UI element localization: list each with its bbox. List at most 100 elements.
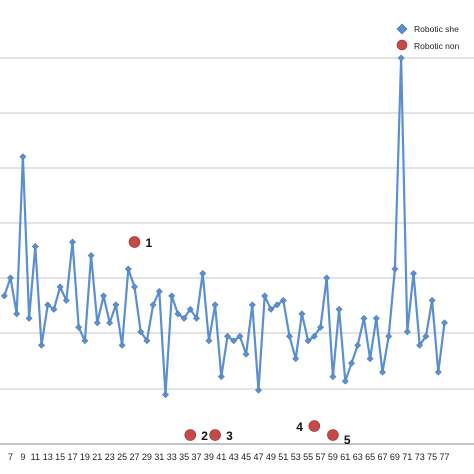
x-tick-label: 69 — [390, 452, 400, 462]
x-tick-label: 67 — [377, 452, 387, 462]
data-point-diamond — [62, 296, 70, 304]
x-tick-label: 49 — [266, 452, 276, 462]
x-tick-label: 45 — [241, 452, 251, 462]
data-point-diamond — [137, 328, 145, 336]
data-point-diamond — [316, 323, 325, 331]
x-tick-label: 39 — [204, 452, 214, 462]
gridlines — [0, 57, 474, 390]
data-point-diamond — [341, 377, 349, 385]
data-point-diamond — [304, 337, 312, 345]
data-point-diamond — [99, 292, 108, 300]
x-tick-label: 75 — [427, 452, 437, 462]
series-robotic-she — [0, 54, 449, 399]
x-tick-label: 51 — [278, 452, 288, 462]
data-point-diamond — [19, 153, 27, 161]
data-point-diamond — [397, 54, 405, 62]
x-tick-label: 25 — [117, 452, 127, 462]
data-point-diamond — [13, 310, 21, 318]
data-point-diamond — [310, 332, 318, 340]
data-point-diamond — [186, 305, 194, 313]
data-point-diamond — [149, 301, 157, 309]
x-tick-label: 21 — [92, 452, 102, 462]
x-tick-label: 41 — [216, 452, 226, 462]
data-point-diamond — [267, 305, 275, 313]
data-point-diamond — [223, 332, 232, 340]
x-tick-label: 73 — [415, 452, 425, 462]
x-tick-label: 43 — [229, 452, 239, 462]
data-point-diamond — [236, 332, 244, 340]
data-point-diamond — [112, 301, 120, 309]
data-point-diamond — [292, 355, 300, 363]
data-point-diamond — [174, 310, 182, 318]
data-point-diamond — [391, 265, 399, 273]
data-point-diamond — [298, 310, 306, 318]
data-point-diamond — [31, 242, 39, 251]
data-point-diamond — [87, 251, 95, 260]
data-point-diamond — [335, 305, 343, 313]
data-point-diamond — [329, 373, 337, 381]
data-point-diamond — [285, 332, 294, 340]
legend-label-1: Robotic she — [414, 24, 459, 34]
data-point-diamond — [81, 337, 89, 345]
x-tick-label: 11 — [31, 452, 40, 462]
data-point-diamond — [6, 274, 15, 282]
legend: Robotic she Robotic non — [396, 23, 460, 51]
data-point-diamond — [416, 341, 424, 349]
data-point-diamond — [366, 355, 374, 363]
data-point-diamond — [205, 337, 213, 345]
data-point-diamond — [254, 386, 263, 394]
data-point-diamond — [211, 301, 219, 309]
data-point-diamond — [230, 337, 238, 345]
x-tick-label: 71 — [402, 452, 412, 462]
data-point-diamond — [428, 296, 436, 304]
x-tick-label: 19 — [80, 452, 90, 462]
highlight-point-label: 5 — [344, 433, 351, 447]
x-tick-labels: 7 9 11 13 15 17 19 21 23 25 27 29 31 33 35 37 39 41 43 45 47… — [8, 452, 450, 462]
data-point-diamond — [440, 319, 449, 327]
series-robotic-non: 1 2 3 4 5 — [128, 236, 351, 447]
x-tick-label: 63 — [353, 452, 363, 462]
x-tick-label: 65 — [365, 452, 375, 462]
data-point-diamond — [217, 373, 225, 381]
x-tick-label: 9 — [20, 452, 25, 462]
data-point-diamond — [422, 332, 430, 340]
highlight-point — [128, 236, 141, 248]
data-point-diamond — [68, 238, 77, 246]
data-point-diamond — [347, 359, 356, 367]
highlight-point — [209, 429, 221, 441]
highlight-point-label: 1 — [146, 236, 153, 250]
data-point-diamond — [0, 292, 8, 300]
data-point-diamond — [248, 301, 256, 309]
data-point-diamond — [199, 269, 207, 277]
x-tick-label: 35 — [179, 452, 189, 462]
data-point-diamond — [118, 341, 126, 349]
data-point-diamond — [385, 332, 393, 340]
data-point-diamond — [360, 314, 368, 322]
data-point-diamond — [279, 296, 287, 304]
data-point-diamond — [155, 287, 163, 295]
legend-label-2: Robotic non — [414, 41, 460, 51]
data-point-diamond — [75, 323, 83, 331]
data-point-diamond — [434, 368, 442, 376]
x-tick-label: 77 — [439, 452, 449, 462]
data-point-diamond — [409, 269, 418, 277]
x-tick-label: 61 — [340, 452, 350, 462]
data-point-diamond — [403, 328, 411, 336]
highlight-point-label: 4 — [296, 420, 303, 434]
series-line — [3, 56, 446, 396]
x-tick-label: 29 — [142, 452, 152, 462]
x-tick-label: 31 — [154, 452, 164, 462]
x-tick-label: 53 — [291, 452, 301, 462]
data-point-diamond — [192, 314, 201, 322]
data-point-diamond — [37, 341, 46, 349]
data-point-diamond — [180, 314, 188, 322]
data-point-diamond — [106, 319, 114, 327]
x-tick-label: 7 — [8, 452, 13, 462]
data-point-diamond — [273, 301, 281, 309]
x-tick-label: 15 — [55, 452, 65, 462]
data-point-diamond — [50, 305, 58, 313]
data-point-diamond — [130, 283, 139, 291]
data-point-diamond — [354, 341, 362, 349]
data-point-diamond — [372, 314, 380, 322]
